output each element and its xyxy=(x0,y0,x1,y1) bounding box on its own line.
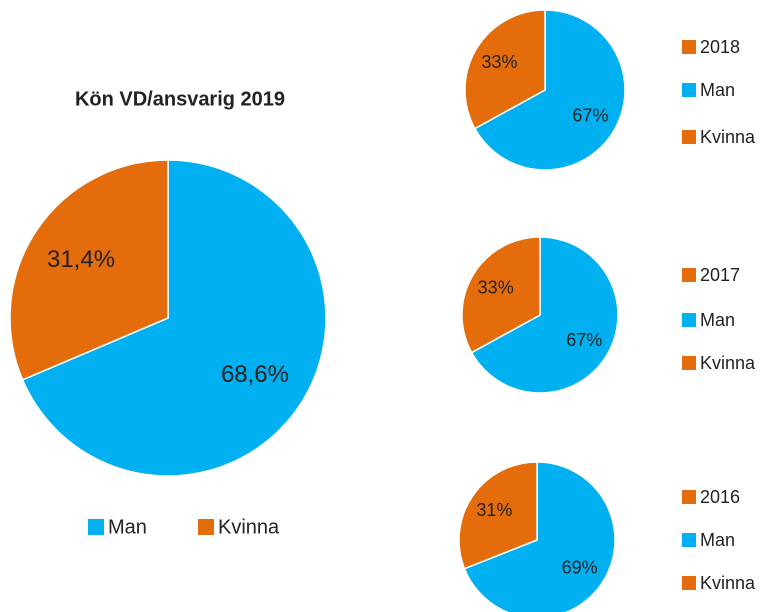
legend-label: Kvinna xyxy=(700,573,756,593)
data-label: 67% xyxy=(572,106,608,126)
legend-label: Man xyxy=(700,310,735,330)
data-label: 33% xyxy=(482,52,518,72)
data-label: 69% xyxy=(562,558,598,578)
pie-slice xyxy=(458,461,538,570)
legend-label: 2017 xyxy=(700,265,740,285)
legend-swatch xyxy=(682,490,696,504)
pie-slice xyxy=(464,9,546,130)
pie-slice xyxy=(463,461,616,612)
legend-swatch xyxy=(682,356,696,370)
pie-slice xyxy=(21,159,327,477)
chart-title: Kön VD/ansvarig 2019 xyxy=(75,88,285,110)
legend-swatch xyxy=(682,268,696,282)
data-label: 68,6% xyxy=(221,361,289,388)
legend-label: 2016 xyxy=(700,487,740,507)
legend-swatch xyxy=(682,130,696,144)
legend-label: Man xyxy=(700,530,735,550)
legend-swatch xyxy=(198,519,214,535)
pie-slice xyxy=(9,159,169,381)
legend-label: Man xyxy=(700,80,735,100)
pie-slice xyxy=(473,9,626,171)
legend-label: Kvinna xyxy=(700,127,756,147)
data-label: 31% xyxy=(476,500,512,520)
legend-label: Kvinna xyxy=(218,516,280,538)
pie-slice xyxy=(461,236,541,354)
legend-swatch xyxy=(88,519,104,535)
legend-swatch xyxy=(682,533,696,547)
data-label: 33% xyxy=(478,278,514,298)
legend-swatch xyxy=(682,313,696,327)
legend-swatch xyxy=(682,40,696,54)
legend-label: Man xyxy=(108,516,147,538)
pie-slice xyxy=(470,236,619,394)
legend-swatch xyxy=(682,576,696,590)
data-label: 67% xyxy=(566,330,602,350)
legend-swatch xyxy=(682,83,696,97)
legend-label: Kvinna xyxy=(700,353,756,373)
data-label: 31,4% xyxy=(47,246,115,273)
legend-label: 2018 xyxy=(700,37,740,57)
